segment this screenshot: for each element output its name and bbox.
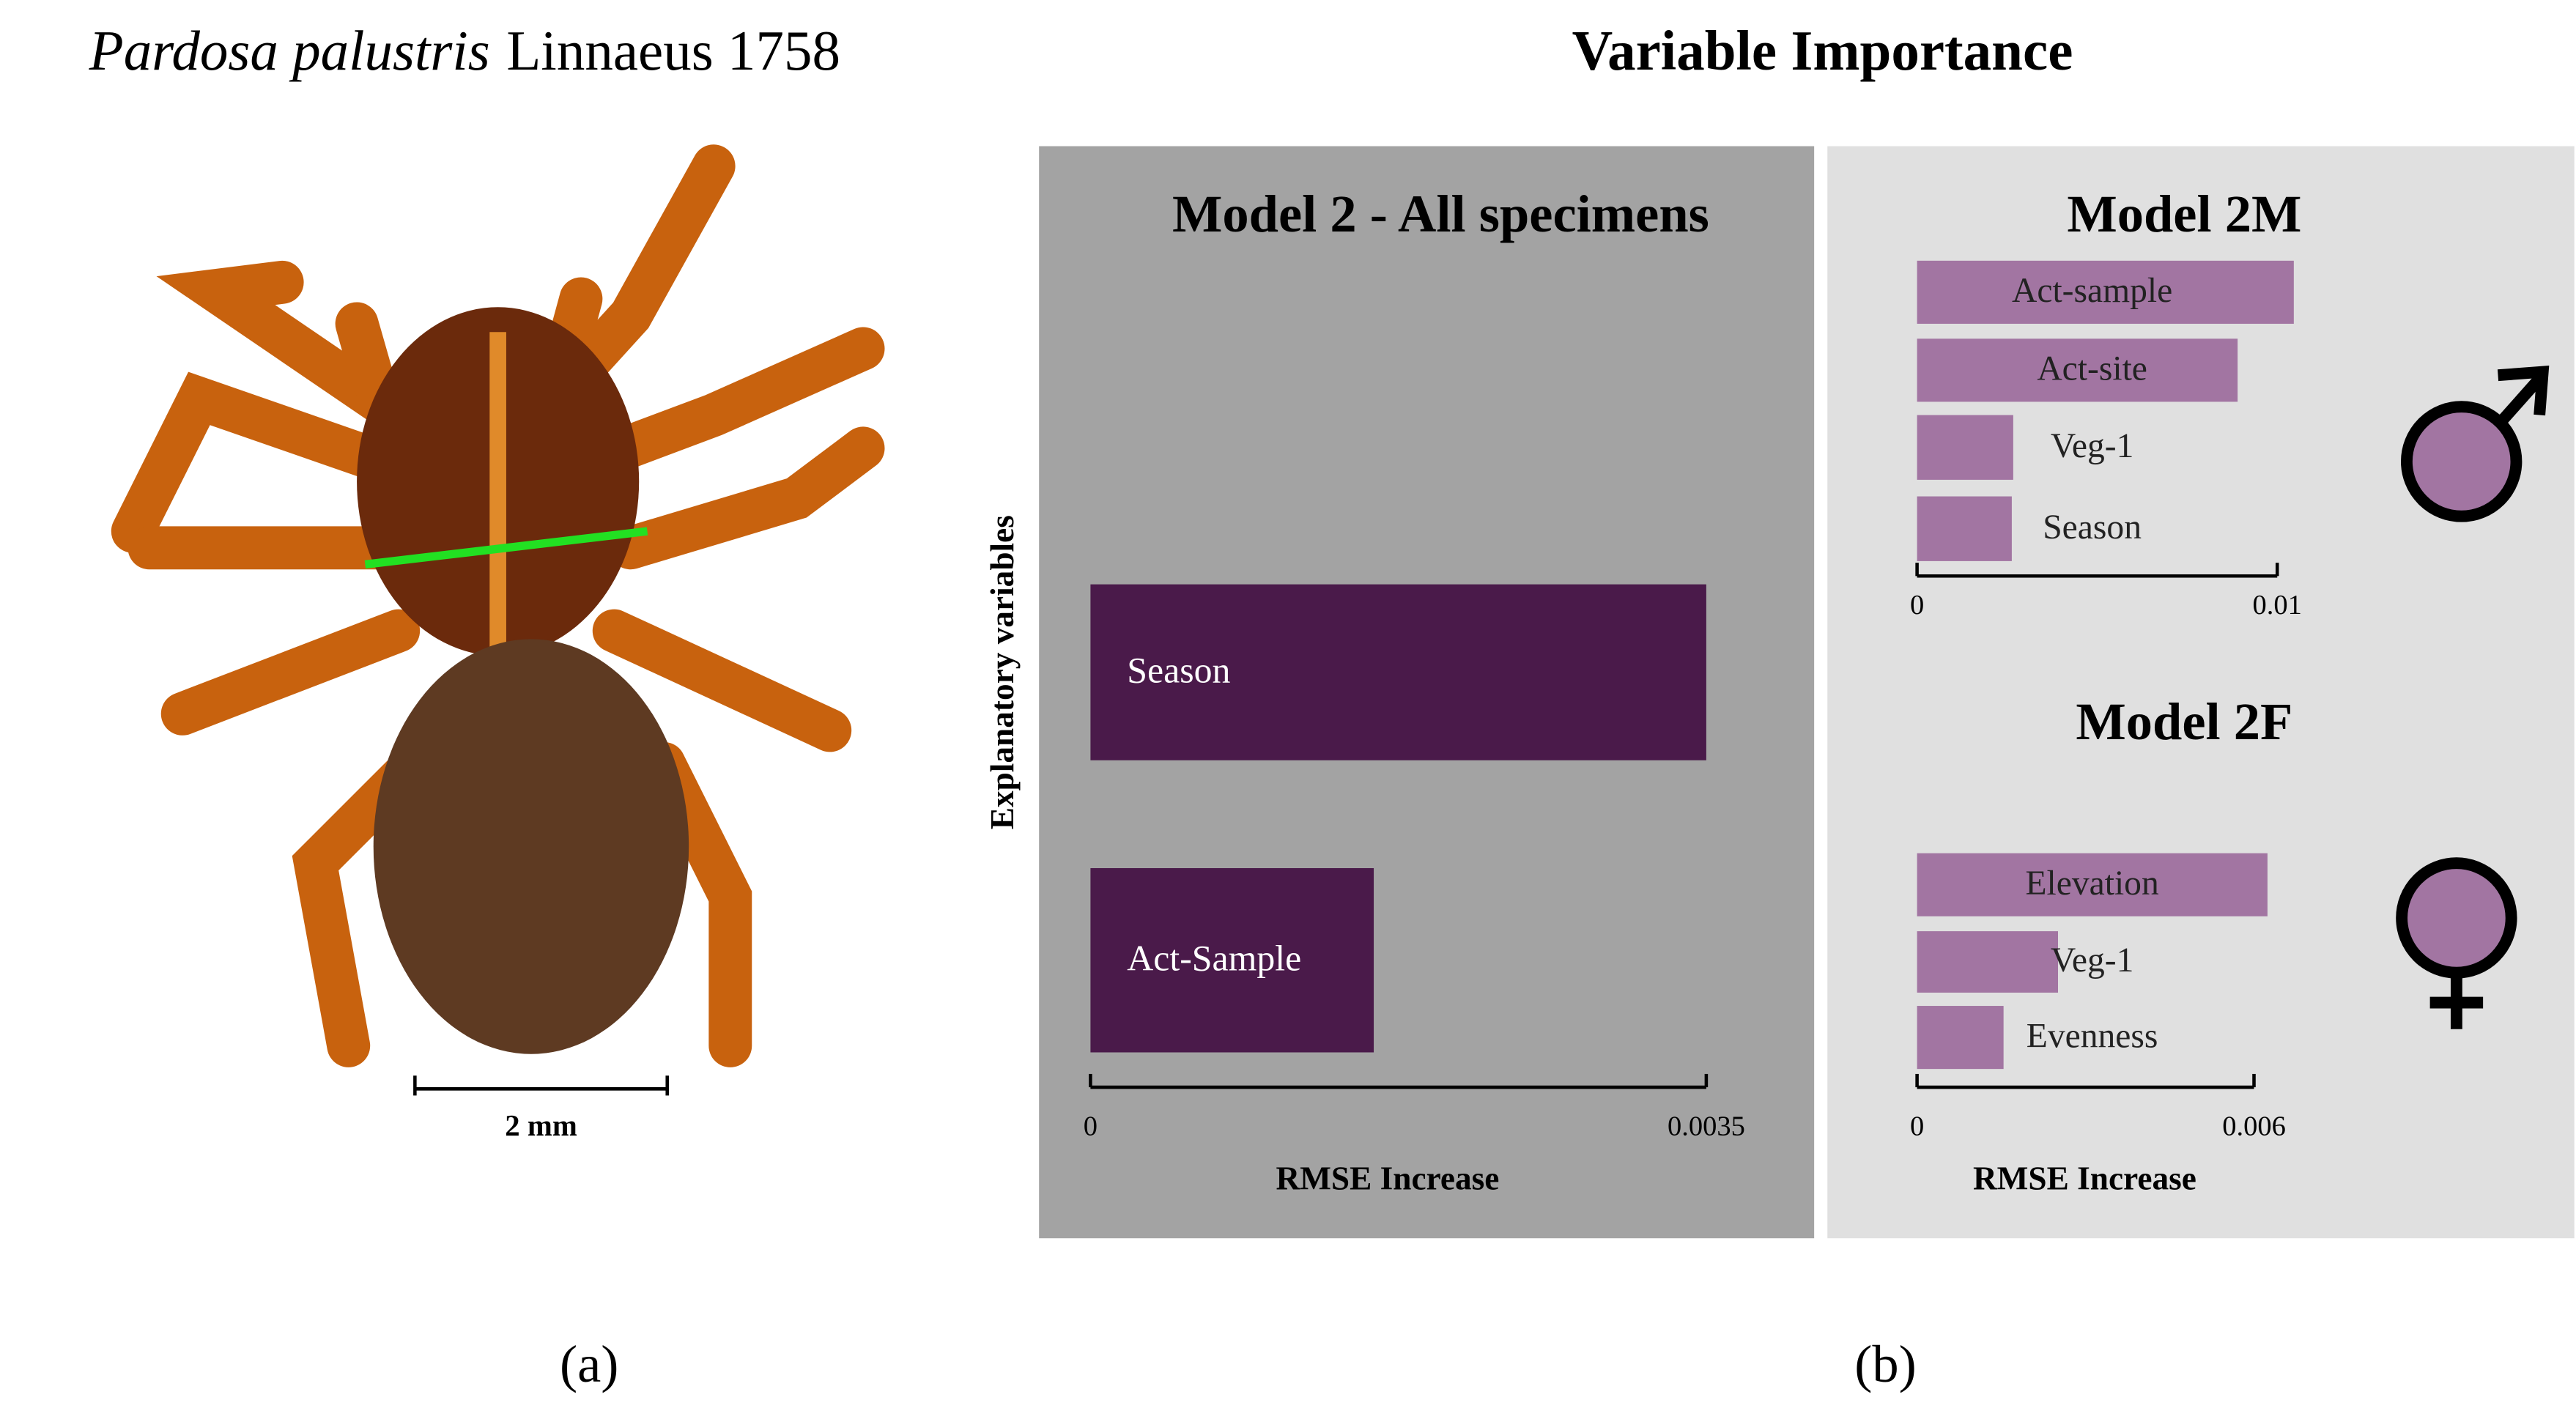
chart-title: Model 2F xyxy=(2076,692,2292,751)
measurement-line xyxy=(364,527,648,569)
x-tick-label: 0.006 xyxy=(2222,1111,2286,1142)
bar xyxy=(1917,260,2294,324)
category-label: Act-Sample xyxy=(1127,938,1301,978)
category-label: Veg-1 xyxy=(2051,941,2134,979)
chart-title: Model 2M xyxy=(2067,184,2301,243)
panel-title: Variable Importance xyxy=(1572,19,2073,82)
bar xyxy=(1917,931,2058,993)
bar xyxy=(1917,415,2013,480)
x-axis-label: RMSE Increase xyxy=(1276,1160,1499,1197)
panel-label: (b) xyxy=(1854,1334,1917,1393)
category-label: Act-sample xyxy=(2012,272,2172,310)
scale-bar xyxy=(413,1075,669,1096)
category-label: Act-site xyxy=(2037,350,2147,388)
x-tick-label: 0 xyxy=(1084,1111,1098,1142)
x-tick-label: 0.0035 xyxy=(1668,1111,1745,1142)
species-title: Pardosa palustris Linnaeus 1758 xyxy=(89,19,840,82)
panel-label: (a) xyxy=(560,1334,618,1393)
y-axis-label: Explanatory variables xyxy=(984,515,1021,829)
bar xyxy=(1917,853,2268,916)
abdomen xyxy=(373,639,689,1054)
female-symbol xyxy=(2396,857,2517,1029)
species-name: Pardosa palustris xyxy=(89,19,490,82)
spider-illustration xyxy=(111,144,885,1067)
x-tick-label: 0 xyxy=(1910,590,1924,621)
bar xyxy=(1917,338,2238,402)
bar xyxy=(1090,584,1706,760)
x-tick-label: 0.01 xyxy=(2253,590,2302,621)
x-axis-label: RMSE Increase xyxy=(1973,1160,2196,1197)
category-label: Evenness xyxy=(2027,1017,2158,1055)
bar xyxy=(1917,1006,2004,1070)
bar xyxy=(1090,868,1374,1053)
category-label: Elevation xyxy=(2025,864,2158,903)
bar xyxy=(1917,496,2012,561)
scale-label: 2 mm xyxy=(505,1109,577,1142)
species-author: Linnaeus 1758 xyxy=(506,19,840,82)
category-label: Season xyxy=(1127,650,1230,690)
category-label: Veg-1 xyxy=(2051,427,2134,465)
male-symbol xyxy=(2400,366,2550,522)
x-tick-label: 0 xyxy=(1910,1111,1924,1142)
category-label: Season xyxy=(2043,508,2142,547)
chart-title: Model 2 - All specimens xyxy=(1172,184,1709,243)
